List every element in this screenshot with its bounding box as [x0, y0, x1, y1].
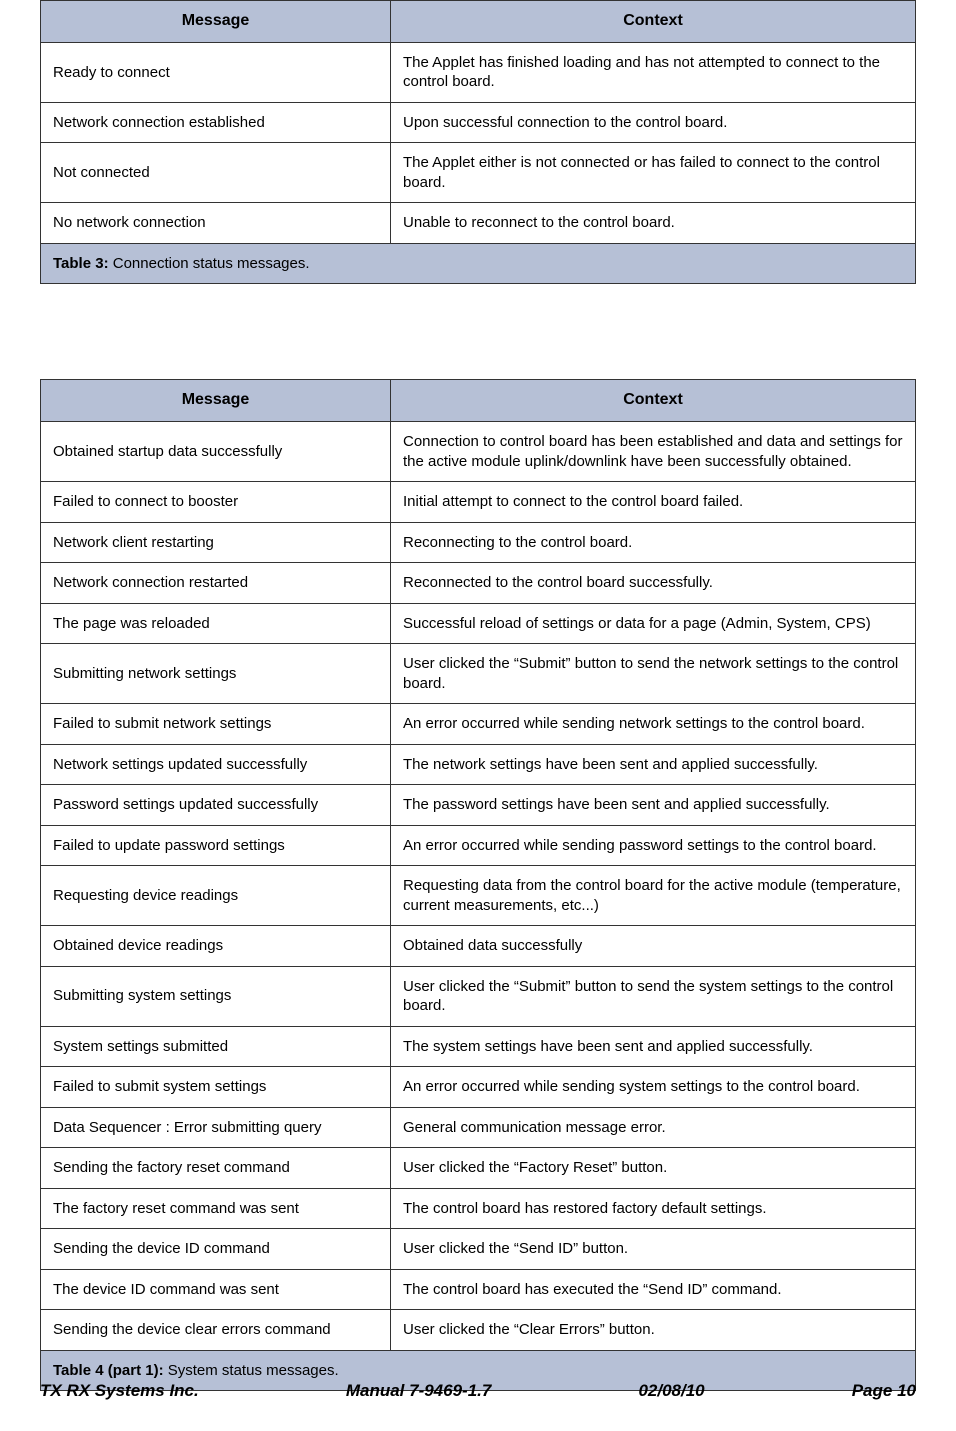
table-row: Network connection establishedUpon succe… — [41, 102, 916, 143]
cell-context: User clicked the “Submit” button to send… — [391, 644, 916, 704]
cell-message: Failed to update password settings — [41, 825, 391, 866]
cell-message: No network connection — [41, 203, 391, 244]
table-header-row: Message Context — [41, 380, 916, 422]
header-context: Context — [391, 380, 916, 422]
cell-context: Initial attempt to connect to the contro… — [391, 482, 916, 523]
table-row: Failed to connect to boosterInitial atte… — [41, 482, 916, 523]
table-3-caption: Table 3: Connection status messages. — [41, 243, 916, 284]
footer-manual: Manual 7-9469-1.7 — [346, 1381, 492, 1401]
cell-context: General communication message error. — [391, 1107, 916, 1148]
cell-context: Upon successful connection to the contro… — [391, 102, 916, 143]
cell-message: Ready to connect — [41, 42, 391, 102]
table-4-system-status: Message Context Obtained startup data su… — [40, 379, 916, 1391]
table-row: Sending the device ID commandUser clicke… — [41, 1229, 916, 1270]
cell-message: The factory reset command was sent — [41, 1188, 391, 1229]
cell-message: Failed to connect to booster — [41, 482, 391, 523]
cell-message: The page was reloaded — [41, 603, 391, 644]
cell-context: Connection to control board has been est… — [391, 422, 916, 482]
cell-context: The system settings have been sent and a… — [391, 1026, 916, 1067]
cell-context: Successful reload of settings or data fo… — [391, 603, 916, 644]
cell-message: Network settings updated successfully — [41, 744, 391, 785]
table-row: Not connectedThe Applet either is not co… — [41, 143, 916, 203]
table-row: Submitting network settingsUser clicked … — [41, 644, 916, 704]
table-3-caption-text: Connection status messages. — [109, 255, 310, 272]
table-row: The factory reset command was sentThe co… — [41, 1188, 916, 1229]
table-row: The page was reloadedSuccessful reload o… — [41, 603, 916, 644]
cell-context: The Applet has finished loading and has … — [391, 42, 916, 102]
table-row: System settings submittedThe system sett… — [41, 1026, 916, 1067]
table-4-body: Obtained startup data successfullyConnec… — [41, 422, 916, 1351]
cell-message: Obtained startup data successfully — [41, 422, 391, 482]
cell-message: System settings submitted — [41, 1026, 391, 1067]
header-message: Message — [41, 1, 391, 43]
document-page: Message Context Ready to connectThe Appl… — [0, 0, 956, 1431]
table-row: Network connection restartedReconnected … — [41, 563, 916, 604]
cell-message: Requesting device readings — [41, 866, 391, 926]
cell-message: Failed to submit system settings — [41, 1067, 391, 1108]
cell-context: Reconnected to the control board success… — [391, 563, 916, 604]
cell-message: The device ID command was sent — [41, 1269, 391, 1310]
table-row: Failed to submit system settingsAn error… — [41, 1067, 916, 1108]
spacer — [40, 284, 916, 379]
cell-context: User clicked the “Submit” button to send… — [391, 966, 916, 1026]
page-footer: TX RX Systems Inc. Manual 7-9469-1.7 02/… — [0, 1381, 956, 1401]
cell-context: The network settings have been sent and … — [391, 744, 916, 785]
header-context: Context — [391, 1, 916, 43]
table-row: Obtained device readingsObtained data su… — [41, 926, 916, 967]
table-row: Obtained startup data successfullyConnec… — [41, 422, 916, 482]
footer-date: 02/08/10 — [638, 1381, 704, 1401]
cell-context: The control board has restored factory d… — [391, 1188, 916, 1229]
cell-context: Unable to reconnect to the control board… — [391, 203, 916, 244]
cell-context: User clicked the “Clear Errors” button. — [391, 1310, 916, 1351]
table-row: Ready to connectThe Applet has finished … — [41, 42, 916, 102]
table-row: Password settings updated successfullyTh… — [41, 785, 916, 826]
cell-message: Sending the device ID command — [41, 1229, 391, 1270]
table-3-connection-status: Message Context Ready to connectThe Appl… — [40, 0, 916, 284]
cell-context: An error occurred while sending network … — [391, 704, 916, 745]
table-row: Failed to update password settingsAn err… — [41, 825, 916, 866]
cell-message: Password settings updated successfully — [41, 785, 391, 826]
cell-message: Obtained device readings — [41, 926, 391, 967]
table-row: No network connectionUnable to reconnect… — [41, 203, 916, 244]
table-row: Network client restartingReconnecting to… — [41, 522, 916, 563]
table-row: Sending the device clear errors commandU… — [41, 1310, 916, 1351]
table-3-body: Ready to connectThe Applet has finished … — [41, 42, 916, 243]
header-message: Message — [41, 380, 391, 422]
cell-context: User clicked the “Send ID” button. — [391, 1229, 916, 1270]
cell-message: Submitting network settings — [41, 644, 391, 704]
cell-message: Sending the device clear errors command — [41, 1310, 391, 1351]
footer-company: TX RX Systems Inc. — [40, 1381, 199, 1401]
cell-context: An error occurred while sending system s… — [391, 1067, 916, 1108]
cell-message: Failed to submit network settings — [41, 704, 391, 745]
cell-message: Network connection established — [41, 102, 391, 143]
cell-message: Submitting system settings — [41, 966, 391, 1026]
cell-context: The control board has executed the “Send… — [391, 1269, 916, 1310]
table-row: Failed to submit network settingsAn erro… — [41, 704, 916, 745]
table-row: Data Sequencer : Error submitting queryG… — [41, 1107, 916, 1148]
table-row: Requesting device readingsRequesting dat… — [41, 866, 916, 926]
table-row: Sending the factory reset commandUser cl… — [41, 1148, 916, 1189]
table-4-caption-bold: Table 4 (part 1): — [53, 1362, 164, 1379]
table-header-row: Message Context — [41, 1, 916, 43]
table-row: Submitting system settingsUser clicked t… — [41, 966, 916, 1026]
table-3-caption-bold: Table 3: — [53, 255, 109, 272]
cell-context: Requesting data from the control board f… — [391, 866, 916, 926]
cell-message: Sending the factory reset command — [41, 1148, 391, 1189]
cell-message: Not connected — [41, 143, 391, 203]
cell-context: An error occurred while sending password… — [391, 825, 916, 866]
cell-message: Data Sequencer : Error submitting query — [41, 1107, 391, 1148]
cell-message: Network client restarting — [41, 522, 391, 563]
cell-context: The password settings have been sent and… — [391, 785, 916, 826]
cell-context: Reconnecting to the control board. — [391, 522, 916, 563]
table-row: Network settings updated successfullyThe… — [41, 744, 916, 785]
cell-context: User clicked the “Factory Reset” button. — [391, 1148, 916, 1189]
cell-context: Obtained data successfully — [391, 926, 916, 967]
table-3-caption-row: Table 3: Connection status messages. — [41, 243, 916, 284]
table-row: The device ID command was sentThe contro… — [41, 1269, 916, 1310]
table-4-caption-text: System status messages. — [164, 1362, 339, 1379]
cell-context: The Applet either is not connected or ha… — [391, 143, 916, 203]
cell-message: Network connection restarted — [41, 563, 391, 604]
footer-page: Page 10 — [852, 1381, 916, 1401]
